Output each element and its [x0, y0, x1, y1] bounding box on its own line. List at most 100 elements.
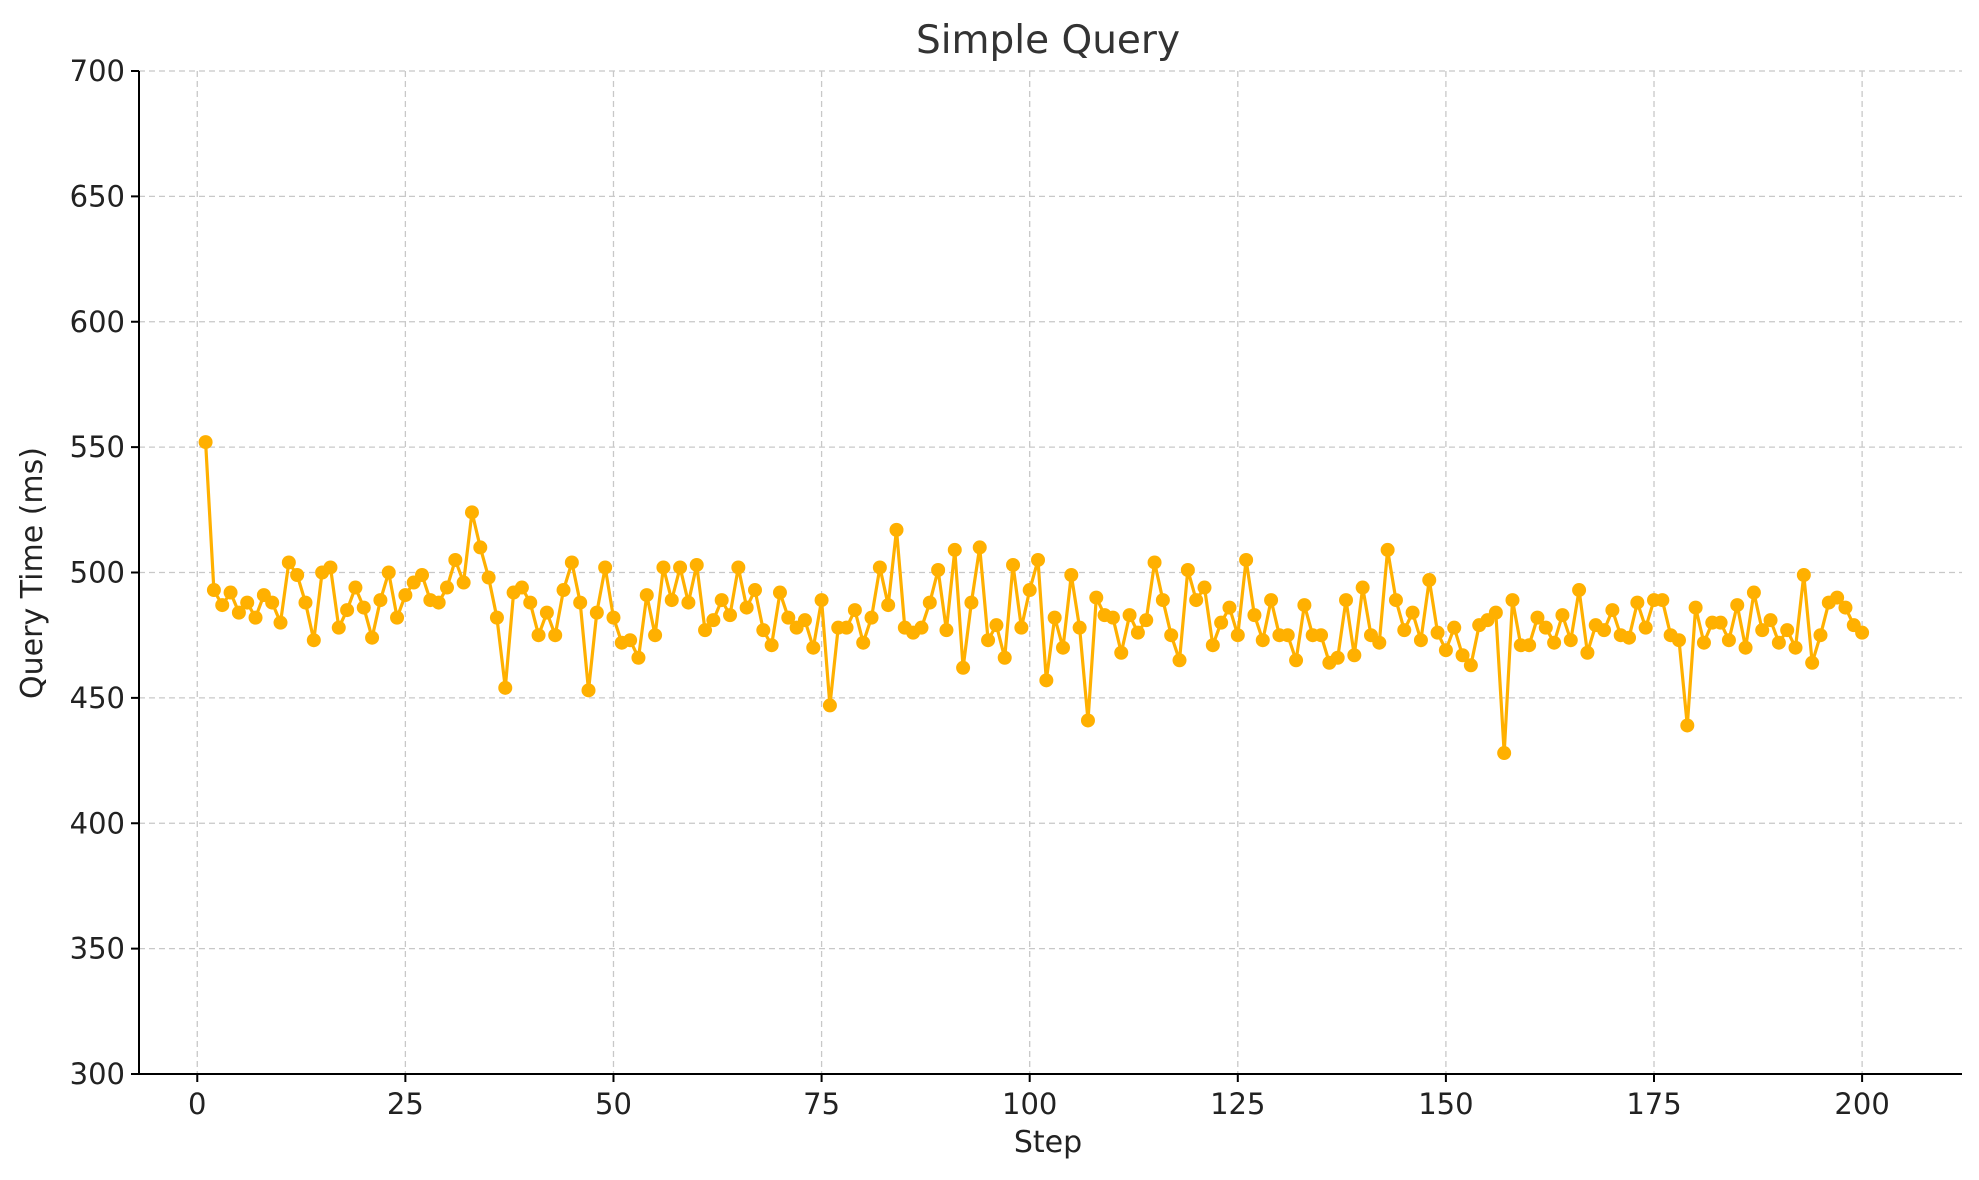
- x-axis-label: Step: [1014, 1125, 1082, 1160]
- data-point: [1064, 568, 1079, 583]
- data-point: [1430, 625, 1445, 640]
- data-point: [1688, 600, 1703, 615]
- data-point: [623, 633, 638, 648]
- x-tick-label: 0: [188, 1087, 206, 1121]
- data-point: [1547, 635, 1562, 650]
- data-point: [331, 620, 346, 635]
- data-point: [714, 593, 729, 608]
- data-point: [439, 580, 454, 595]
- data-point: [390, 610, 405, 625]
- data-point: [1197, 580, 1212, 595]
- data-point: [1522, 638, 1537, 653]
- data-point: [1447, 620, 1462, 635]
- data-point: [1405, 605, 1420, 620]
- data-point: [806, 640, 821, 655]
- data-point: [373, 593, 388, 608]
- data-point: [290, 568, 305, 583]
- data-point: [1713, 615, 1728, 630]
- data-point: [997, 650, 1012, 665]
- x-tick-label: 25: [387, 1087, 424, 1121]
- data-point: [1130, 625, 1145, 640]
- data-point: [1397, 623, 1412, 638]
- data-point: [1746, 585, 1761, 600]
- data-point: [1114, 645, 1129, 660]
- data-point: [1039, 673, 1054, 688]
- data-point: [589, 605, 604, 620]
- data-point: [1006, 557, 1021, 572]
- data-point: [1014, 620, 1029, 635]
- data-point: [1105, 610, 1120, 625]
- data-point: [398, 588, 413, 603]
- data-point: [1147, 555, 1162, 570]
- data-point: [1155, 593, 1170, 608]
- data-point: [1139, 613, 1154, 628]
- data-point: [556, 583, 571, 598]
- data-point: [1488, 605, 1503, 620]
- x-tick-label: 50: [595, 1087, 632, 1121]
- data-point: [1788, 640, 1803, 655]
- grid-lines: [139, 70, 1962, 1075]
- data-point: [1031, 552, 1046, 567]
- data-point: [1622, 630, 1637, 645]
- data-point: [872, 560, 887, 575]
- data-point: [1721, 633, 1736, 648]
- data-point: [1755, 623, 1770, 638]
- axes: [131, 70, 1962, 1082]
- data-point: [1180, 562, 1195, 577]
- data-point: [981, 633, 996, 648]
- data-point: [814, 593, 829, 608]
- y-tick-label: 500: [70, 556, 125, 590]
- data-point: [673, 560, 688, 575]
- data-point: [273, 615, 288, 630]
- data-point: [581, 683, 596, 698]
- data-point: [1280, 628, 1295, 643]
- data-point: [573, 595, 588, 610]
- data-point: [1838, 600, 1853, 615]
- y-tick-label: 700: [70, 54, 125, 88]
- x-tick-label: 125: [1210, 1087, 1265, 1121]
- data-point: [1255, 633, 1270, 648]
- data-point: [1597, 623, 1612, 638]
- data-point: [448, 552, 463, 567]
- data-point: [548, 628, 563, 643]
- chart-title: Simple Query: [916, 18, 1180, 63]
- data-point: [523, 595, 538, 610]
- data-point: [1264, 593, 1279, 608]
- data-point: [964, 595, 979, 610]
- data-point: [839, 620, 854, 635]
- data-point: [489, 610, 504, 625]
- data-point: [1189, 593, 1204, 608]
- data-point: [1222, 600, 1237, 615]
- y-axis-label: Query Time (ms): [15, 447, 50, 699]
- data-point: [797, 613, 812, 628]
- y-tick-label: 400: [70, 806, 125, 840]
- data-point: [1505, 593, 1520, 608]
- data-point: [664, 593, 679, 608]
- data-point: [1205, 638, 1220, 653]
- data-point: [772, 585, 787, 600]
- data-point: [972, 540, 987, 555]
- data-point: [1388, 593, 1403, 608]
- data-point: [348, 580, 363, 595]
- data-point: [598, 560, 613, 575]
- data-point: [956, 660, 971, 675]
- data-point: [1297, 598, 1312, 613]
- data-point: [1605, 603, 1620, 618]
- data-point: [1047, 610, 1062, 625]
- data-point: [231, 605, 246, 620]
- data-point: [198, 435, 213, 450]
- data-point: [1738, 640, 1753, 655]
- data-point: [1072, 620, 1087, 635]
- data-point: [1671, 633, 1686, 648]
- data-series: [198, 435, 1870, 761]
- data-point: [323, 560, 338, 575]
- y-tick-label: 450: [70, 681, 125, 715]
- data-point: [1172, 653, 1187, 668]
- data-point: [889, 522, 904, 537]
- data-point: [1314, 628, 1329, 643]
- data-point: [681, 595, 696, 610]
- data-point: [1638, 620, 1653, 635]
- data-point: [822, 698, 837, 713]
- data-point: [356, 600, 371, 615]
